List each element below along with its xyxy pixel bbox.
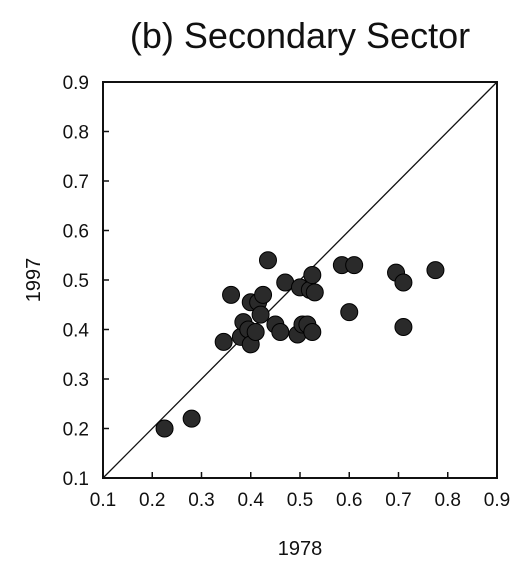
data-point: [246, 322, 265, 341]
x-tick-label: 0.3: [188, 490, 214, 511]
chart-title: (b) Secondary Sector: [130, 15, 470, 56]
x-tick-label: 0.4: [238, 490, 265, 511]
x-tick-label: 0.6: [336, 490, 362, 511]
x-tick-label: 0.9: [484, 490, 510, 511]
data-point: [305, 283, 324, 302]
y-tick-label: 0.7: [63, 172, 89, 193]
x-tick-label: 0.1: [90, 490, 116, 511]
y-tick-label: 0.1: [63, 469, 89, 490]
y-tick-label: 0.2: [63, 420, 89, 441]
data-point: [303, 322, 322, 341]
data-point: [214, 332, 233, 351]
data-point: [155, 419, 174, 438]
data-point: [345, 256, 364, 275]
x-tick-label: 0.2: [139, 490, 165, 511]
y-axis-label: 1997: [23, 258, 45, 303]
data-point: [426, 261, 445, 280]
y-tick-label: 0.3: [63, 370, 89, 391]
x-axis-label: 1978: [278, 538, 323, 560]
data-point: [303, 266, 322, 285]
x-tick-label: 0.8: [435, 490, 461, 511]
y-tick-label: 0.6: [63, 222, 89, 243]
plot-area: 0.1 0.2 0.3 0.4 0.5 0.6 0.7 0.8 0.9 0.1 0.2 0.3 0.4 0…: [63, 73, 511, 511]
data-point: [271, 322, 290, 341]
data-point: [222, 285, 241, 304]
data-point: [340, 303, 359, 322]
data-point: [251, 305, 270, 324]
data-point: [182, 409, 201, 428]
data-point: [254, 285, 273, 304]
data-point: [394, 318, 413, 337]
y-tick-label: 0.8: [63, 123, 89, 144]
x-tick-label: 0.5: [287, 490, 313, 511]
y-tick-label: 0.4: [63, 321, 90, 342]
data-point: [394, 273, 413, 292]
y-tick-label: 0.5: [63, 271, 89, 292]
data-point: [258, 251, 277, 270]
y-tick-label: 0.9: [63, 73, 89, 94]
x-tick-label: 0.7: [385, 490, 411, 511]
